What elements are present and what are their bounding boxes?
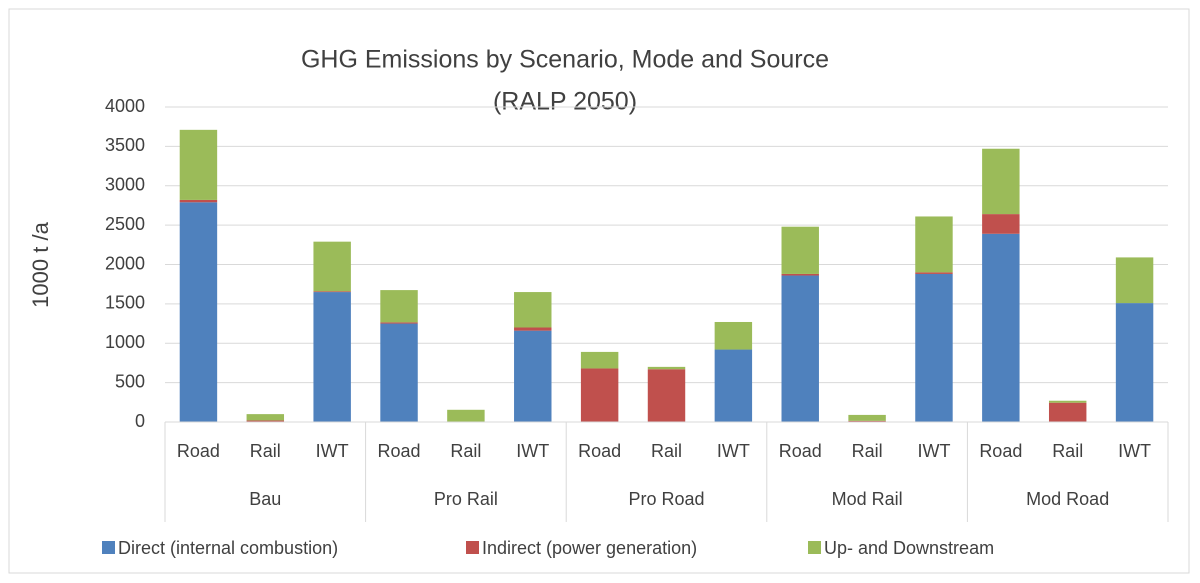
y-tick-label: 0	[135, 411, 145, 431]
x-tick-label: IWT	[917, 441, 950, 461]
bar-segment	[915, 272, 952, 274]
legend-label: Up- and Downstream	[824, 538, 994, 558]
group-label: Mod Road	[1026, 489, 1109, 509]
bar-segment	[380, 322, 417, 323]
bar-segment	[313, 291, 350, 292]
bar-segment	[247, 414, 284, 420]
chart-title: (RALP 2050)	[493, 88, 637, 116]
x-tick-label: IWT	[316, 441, 349, 461]
x-tick-label: IWT	[1118, 441, 1151, 461]
bar-segment	[1116, 257, 1153, 303]
bar-segment	[782, 227, 819, 274]
bar-segment	[514, 292, 551, 327]
chart-title: GHG Emissions by Scenario, Mode and Sour…	[301, 46, 829, 74]
bar-segment	[648, 367, 685, 369]
bar-segment	[180, 200, 217, 202]
group-label: Bau	[249, 489, 281, 509]
bar-segment	[313, 242, 350, 292]
bar-segment	[380, 324, 417, 422]
x-tick-label: Road	[779, 441, 822, 461]
legend-swatch	[466, 541, 479, 554]
x-tick-label: Road	[177, 441, 220, 461]
x-tick-label: Rail	[250, 441, 281, 461]
bar-segment	[514, 331, 551, 422]
legend-swatch	[808, 541, 821, 554]
x-tick-label: IWT	[717, 441, 750, 461]
x-tick-label: Road	[979, 441, 1022, 461]
x-tick-label: Road	[578, 441, 621, 461]
y-axis-label: 1000 t /a	[28, 221, 53, 307]
group-label: Mod Rail	[832, 489, 903, 509]
x-tick-label: Rail	[651, 441, 682, 461]
bar-segment	[848, 415, 885, 421]
y-tick-label: 3000	[105, 175, 145, 195]
bar-segment	[982, 234, 1019, 422]
bar-segment	[581, 368, 618, 422]
y-tick-label: 2000	[105, 253, 145, 273]
legend-swatch	[102, 541, 115, 554]
x-tick-label: IWT	[516, 441, 549, 461]
x-tick-label: Road	[378, 441, 421, 461]
bar-segment	[180, 202, 217, 422]
bar-segment	[715, 350, 752, 422]
bar-segment	[380, 290, 417, 322]
x-tick-label: Rail	[1052, 441, 1083, 461]
bar-segment	[1116, 303, 1153, 422]
y-tick-label: 2500	[105, 214, 145, 234]
x-tick-label: Rail	[852, 441, 883, 461]
bar-segment	[1049, 401, 1086, 403]
bar-segment	[715, 322, 752, 350]
bar-segment	[782, 274, 819, 276]
bar-segment	[915, 274, 952, 422]
bar-segment	[982, 214, 1019, 234]
legend-label: Direct (internal combustion)	[118, 538, 338, 558]
y-tick-label: 3500	[105, 135, 145, 155]
legend-label: Indirect (power generation)	[482, 538, 697, 558]
bar-segment	[982, 149, 1019, 214]
bar-segment	[915, 216, 952, 272]
group-label: Pro Rail	[434, 489, 498, 509]
bar-segment	[648, 369, 685, 422]
group-label: Pro Road	[628, 489, 704, 509]
y-tick-label: 4000	[105, 96, 145, 116]
bar-segment	[1049, 403, 1086, 422]
y-tick-label: 500	[115, 371, 145, 391]
bar-segment	[581, 352, 618, 369]
bar-segment	[313, 292, 350, 422]
y-tick-label: 1000	[105, 332, 145, 352]
bar-segment	[782, 276, 819, 422]
y-tick-label: 1500	[105, 293, 145, 313]
bar-segment	[180, 130, 217, 200]
bar-segment	[514, 328, 551, 331]
bar-segment	[447, 410, 484, 422]
x-tick-label: Rail	[450, 441, 481, 461]
